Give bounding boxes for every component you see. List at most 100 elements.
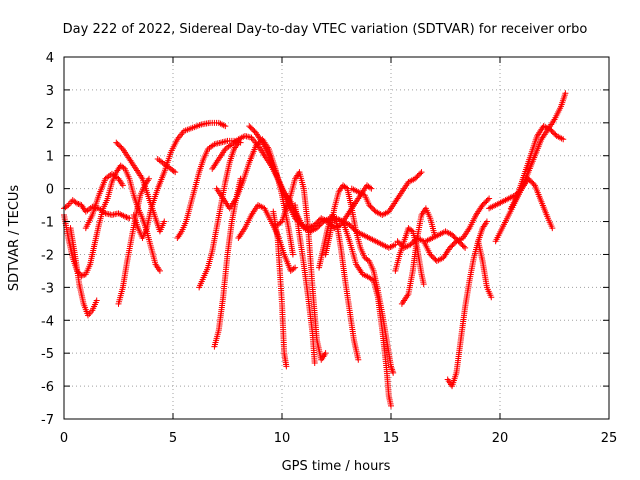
- data-point: [459, 242, 466, 249]
- data-point: [63, 203, 70, 210]
- data-point: [347, 223, 354, 230]
- data-point: [254, 141, 261, 148]
- series-arc-8: [154, 156, 179, 176]
- data-point: [446, 244, 453, 251]
- data-point: [368, 185, 375, 192]
- data-point: [455, 238, 462, 245]
- data-point: [292, 264, 299, 271]
- data-point: [480, 200, 487, 207]
- data-point: [454, 236, 461, 243]
- data-point: [530, 181, 537, 188]
- chart-title: Day 222 of 2022, Sidereal Day-to-day VTE…: [63, 22, 588, 37]
- data-point: [74, 200, 81, 207]
- data-point: [392, 241, 399, 248]
- x-tick-label: 0: [60, 431, 68, 446]
- series-arc-24: [398, 205, 438, 307]
- data-point: [411, 237, 418, 244]
- data-point: [368, 204, 375, 211]
- data-point: [250, 127, 257, 134]
- data-point: [75, 200, 82, 207]
- data-point: [560, 136, 567, 143]
- y-tick-label: -5: [41, 347, 54, 362]
- data-point: [431, 255, 438, 262]
- data-point: [449, 242, 456, 249]
- data-point: [120, 164, 127, 171]
- data-point: [398, 242, 405, 249]
- series-arc-5: [113, 139, 168, 235]
- data-point: [317, 221, 324, 228]
- data-point: [113, 139, 120, 146]
- series-arc-4: [82, 170, 126, 232]
- data-point: [322, 350, 329, 357]
- series-arc-25: [394, 195, 493, 265]
- data-point: [342, 184, 349, 191]
- x-tick-label: 10: [274, 431, 291, 446]
- data-point: [290, 265, 297, 272]
- series-arc-22: [348, 169, 425, 218]
- data-point: [311, 221, 318, 228]
- y-axis-label: SDTVAR / TECUs: [7, 185, 22, 292]
- data-point: [397, 240, 404, 247]
- x-axis-label: GPS time / hours: [282, 459, 391, 474]
- data-point: [451, 234, 458, 241]
- data-point: [448, 243, 455, 250]
- data-point: [420, 281, 427, 288]
- data-point: [313, 225, 320, 232]
- data-point: [527, 178, 534, 185]
- data-point: [316, 222, 323, 229]
- y-tick-label: -6: [41, 380, 54, 395]
- y-tick-label: 0: [46, 183, 54, 198]
- series-arc-19: [316, 211, 362, 363]
- data-point: [526, 177, 533, 184]
- y-tick-label: -2: [41, 248, 54, 263]
- data-point: [313, 220, 320, 227]
- data-point: [529, 179, 536, 186]
- data-point: [355, 356, 362, 363]
- series-arc-26: [422, 228, 469, 251]
- data-point: [549, 225, 556, 232]
- data-point: [395, 239, 402, 246]
- data-point: [456, 239, 463, 246]
- data-point: [366, 184, 373, 191]
- data-point: [161, 218, 168, 225]
- y-tick-label: -4: [41, 314, 54, 329]
- data-point: [484, 196, 491, 203]
- data-point: [248, 125, 255, 132]
- data-point: [462, 244, 469, 251]
- series-arc-23: [392, 225, 427, 288]
- data-point: [126, 215, 133, 222]
- y-tick-label: 3: [46, 84, 54, 99]
- series-arc-27: [444, 218, 490, 390]
- series-arc-13: [213, 136, 296, 258]
- data-point: [222, 123, 229, 130]
- data-point: [483, 218, 490, 225]
- data-point: [551, 130, 558, 137]
- data-point: [315, 223, 322, 230]
- data-point: [388, 402, 394, 409]
- series-arc-31: [507, 123, 567, 212]
- data-point: [427, 251, 434, 258]
- data-point: [408, 240, 415, 247]
- data-point: [450, 233, 457, 240]
- data-point: [369, 276, 376, 283]
- data-point: [315, 217, 322, 224]
- series-arc-18: [292, 202, 318, 367]
- plot-frame: [63, 56, 610, 420]
- series-arc-16: [270, 208, 290, 370]
- data-point: [407, 241, 414, 248]
- data-point: [114, 140, 121, 147]
- data-point: [252, 142, 259, 149]
- data-point: [428, 252, 435, 259]
- data-point: [93, 297, 100, 304]
- data-point: [394, 238, 401, 245]
- data-point: [410, 238, 417, 245]
- data-point: [237, 175, 244, 182]
- data-point: [483, 198, 490, 205]
- data-point: [367, 203, 374, 210]
- y-tick-label: 4: [46, 51, 54, 66]
- data-point: [289, 251, 296, 258]
- data-point: [429, 254, 436, 261]
- data-point: [146, 175, 153, 182]
- data-point: [411, 175, 418, 182]
